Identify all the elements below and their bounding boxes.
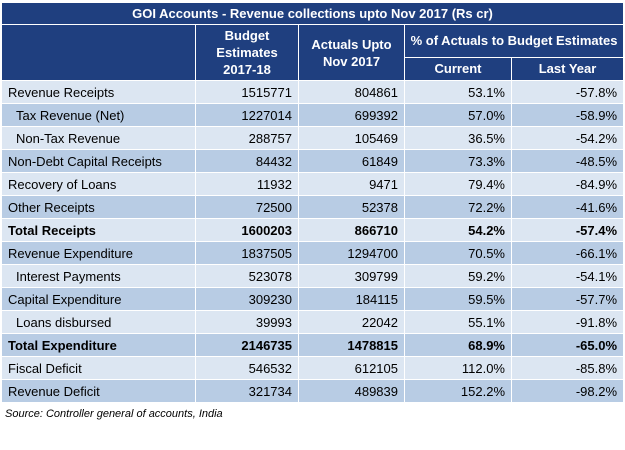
budget-cell: 1837505 — [195, 241, 299, 265]
revenue-table: GOI Accounts - Revenue collections upto … — [0, 2, 625, 403]
source-note: Source: Controller general of accounts, … — [5, 408, 223, 420]
budget-cell: 1515771 — [195, 80, 299, 104]
table-row: Revenue Receipts 1515771 804861 53.1% -5… — [1, 80, 625, 104]
actuals-cell: 489839 — [298, 379, 405, 403]
table-title: GOI Accounts - Revenue collections upto … — [0, 2, 625, 25]
current-cell: 70.5% — [404, 241, 512, 265]
budget-cell: 546532 — [195, 356, 299, 380]
budget-cell: 39993 — [195, 310, 299, 334]
last-year-cell: -57.7% — [510, 287, 625, 311]
last-year-cell: -84.9% — [510, 172, 625, 196]
header-current: Current — [404, 56, 512, 82]
table-row: Revenue Expenditure 1837505 1294700 70.5… — [1, 241, 625, 265]
last-year-cell: -85.8% — [510, 356, 625, 380]
table-row: Recovery of Loans 11932 9471 79.4% -84.9… — [1, 172, 625, 196]
table-row: Fiscal Deficit 546532 612105 112.0% -85.… — [1, 356, 625, 380]
row-label: Non-Tax Revenue — [1, 126, 196, 150]
current-cell: 53.1% — [404, 80, 512, 104]
header-label-blank — [1, 24, 196, 81]
table-row: Interest Payments 523078 309799 59.2% -5… — [1, 264, 625, 288]
row-label: Recovery of Loans — [1, 172, 196, 196]
table-row: Other Receipts 72500 52378 72.2% -41.6% — [1, 195, 625, 219]
actuals-cell: 105469 — [298, 126, 405, 150]
actuals-cell: 52378 — [298, 195, 405, 219]
actuals-cell: 61849 — [298, 149, 405, 173]
row-label: Revenue Deficit — [1, 379, 196, 403]
budget-cell: 2146735 — [195, 333, 299, 357]
last-year-cell: -66.1% — [510, 241, 625, 265]
row-label: Non-Debt Capital Receipts — [1, 149, 196, 173]
table-row: Capital Expenditure 309230 184115 59.5% … — [1, 287, 625, 311]
last-year-cell: -91.8% — [510, 310, 625, 334]
last-year-cell: -54.2% — [510, 126, 625, 150]
table-row: Revenue Deficit 321734 489839 152.2% -98… — [1, 379, 625, 403]
current-cell: 72.2% — [404, 195, 512, 219]
row-label: Interest Payments — [1, 264, 196, 288]
last-year-cell: -48.5% — [510, 149, 625, 173]
actuals-cell: 804861 — [298, 80, 405, 104]
row-label: Revenue Receipts — [1, 80, 196, 104]
actuals-cell: 866710 — [298, 218, 405, 242]
table-row: Non-Tax Revenue 288757 105469 36.5% -54.… — [1, 126, 625, 150]
row-label: Total Expenditure — [1, 333, 196, 357]
actuals-cell: 1294700 — [298, 241, 405, 265]
row-label: Total Receipts — [1, 218, 196, 242]
budget-cell: 84432 — [195, 149, 299, 173]
last-year-cell: -98.2% — [510, 379, 625, 403]
last-year-cell: -57.4% — [510, 218, 625, 242]
last-year-cell: -41.6% — [510, 195, 625, 219]
current-cell: 54.2% — [404, 218, 512, 242]
last-year-cell: -54.1% — [510, 264, 625, 288]
revenue-table-container: GOI Accounts - Revenue collections upto … — [0, 2, 625, 420]
budget-cell: 72500 — [195, 195, 299, 219]
row-label: Capital Expenditure — [1, 287, 196, 311]
current-cell: 57.0% — [404, 103, 512, 127]
actuals-cell: 309799 — [298, 264, 405, 288]
current-cell: 73.3% — [404, 149, 512, 173]
current-cell: 68.9% — [404, 333, 512, 357]
table-row: Non-Debt Capital Receipts 84432 61849 73… — [1, 149, 625, 173]
row-label: Other Receipts — [1, 195, 196, 219]
budget-cell: 11932 — [195, 172, 299, 196]
row-label: Tax Revenue (Net) — [1, 103, 196, 127]
current-cell: 59.2% — [404, 264, 512, 288]
current-cell: 55.1% — [404, 310, 512, 334]
budget-cell: 1600203 — [195, 218, 299, 242]
actuals-cell: 9471 — [298, 172, 405, 196]
budget-cell: 1227014 — [195, 103, 299, 127]
table-row-total: Total Receipts 1600203 866710 54.2% -57.… — [1, 218, 625, 242]
actuals-cell: 1478815 — [298, 333, 405, 357]
table-row: Loans disbursed 39993 22042 55.1% -91.8% — [1, 310, 625, 334]
current-cell: 152.2% — [404, 379, 512, 403]
actuals-cell: 184115 — [298, 287, 405, 311]
last-year-cell: -58.9% — [510, 103, 625, 127]
header-last-year: Last Year — [510, 56, 625, 82]
actuals-cell: 612105 — [298, 356, 405, 380]
current-cell: 59.5% — [404, 287, 512, 311]
current-cell: 112.0% — [404, 356, 512, 380]
header-budget: Budget Estimates 2017-18 — [195, 24, 299, 81]
last-year-cell: -57.8% — [510, 80, 625, 104]
actuals-cell: 699392 — [298, 103, 405, 127]
budget-cell: 309230 — [195, 287, 299, 311]
row-label: Revenue Expenditure — [1, 241, 196, 265]
header-pct: % of Actuals to Budget Estimates — [403, 24, 625, 58]
row-label: Loans disbursed — [1, 310, 196, 334]
current-cell: 79.4% — [404, 172, 512, 196]
table-row: Tax Revenue (Net) 1227014 699392 57.0% -… — [1, 103, 625, 127]
budget-cell: 321734 — [195, 379, 299, 403]
row-label: Fiscal Deficit — [1, 356, 196, 380]
actuals-cell: 22042 — [298, 310, 405, 334]
last-year-cell: -65.0% — [510, 333, 625, 357]
current-cell: 36.5% — [404, 126, 512, 150]
table-row-total: Total Expenditure 2146735 1478815 68.9% … — [1, 333, 625, 357]
budget-cell: 523078 — [195, 264, 299, 288]
header-actuals: Actuals Upto Nov 2017 — [298, 24, 405, 81]
budget-cell: 288757 — [195, 126, 299, 150]
